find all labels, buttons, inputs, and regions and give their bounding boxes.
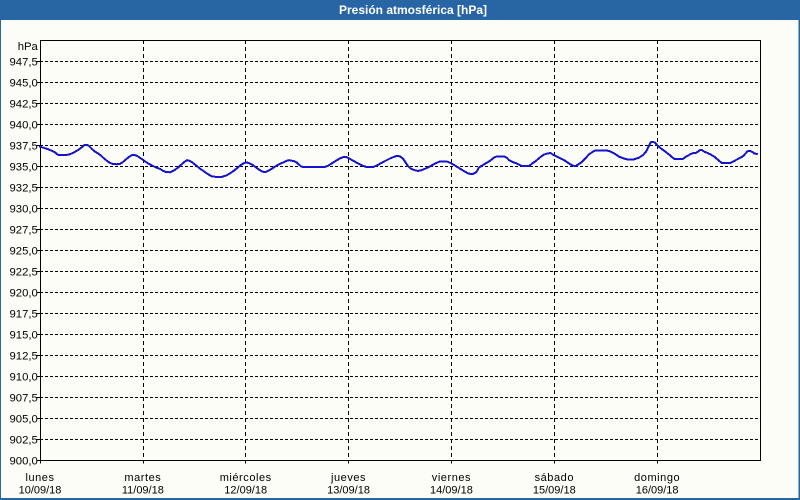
svg-text:942,5: 942,5 [10, 99, 38, 111]
svg-text:10/09/18: 10/09/18 [19, 485, 62, 497]
svg-text:925,0: 925,0 [10, 246, 38, 258]
svg-text:miércoles: miércoles [220, 472, 272, 484]
svg-text:935,0: 935,0 [10, 162, 38, 174]
svg-text:hPa: hPa [18, 41, 39, 53]
svg-text:905,0: 905,0 [10, 414, 38, 426]
svg-text:907,5: 907,5 [10, 393, 38, 405]
svg-text:13/09/18: 13/09/18 [327, 485, 370, 497]
svg-text:922,5: 922,5 [10, 267, 38, 279]
svg-text:927,5: 927,5 [10, 225, 38, 237]
svg-text:Presión atmosférica [hPa]: Presión atmosférica [hPa] [339, 3, 487, 17]
svg-text:937,5: 937,5 [10, 141, 38, 153]
svg-text:15/09/18: 15/09/18 [533, 485, 576, 497]
svg-text:932,5: 932,5 [10, 183, 38, 195]
svg-text:900,0: 900,0 [10, 456, 38, 468]
svg-text:910,0: 910,0 [10, 372, 38, 384]
svg-text:12/09/18: 12/09/18 [224, 485, 267, 497]
svg-text:14/09/18: 14/09/18 [430, 485, 473, 497]
svg-text:sábado: sábado [535, 472, 574, 484]
svg-text:11/09/18: 11/09/18 [122, 485, 164, 497]
svg-text:902,5: 902,5 [10, 435, 38, 447]
svg-text:viernes: viernes [432, 472, 471, 484]
svg-text:jueves: jueves [330, 472, 366, 484]
svg-text:912,5: 912,5 [10, 351, 38, 363]
svg-text:930,0: 930,0 [10, 204, 38, 216]
svg-text:martes: martes [124, 472, 161, 484]
svg-text:940,0: 940,0 [10, 120, 38, 132]
svg-text:lunes: lunes [25, 472, 54, 484]
svg-text:917,5: 917,5 [10, 309, 38, 321]
svg-text:945,0: 945,0 [10, 78, 38, 90]
svg-text:947,5: 947,5 [10, 57, 38, 69]
svg-text:920,0: 920,0 [10, 288, 38, 300]
svg-text:16/09/18: 16/09/18 [636, 485, 679, 497]
svg-text:915,0: 915,0 [10, 330, 38, 342]
svg-text:domingo: domingo [634, 472, 680, 484]
